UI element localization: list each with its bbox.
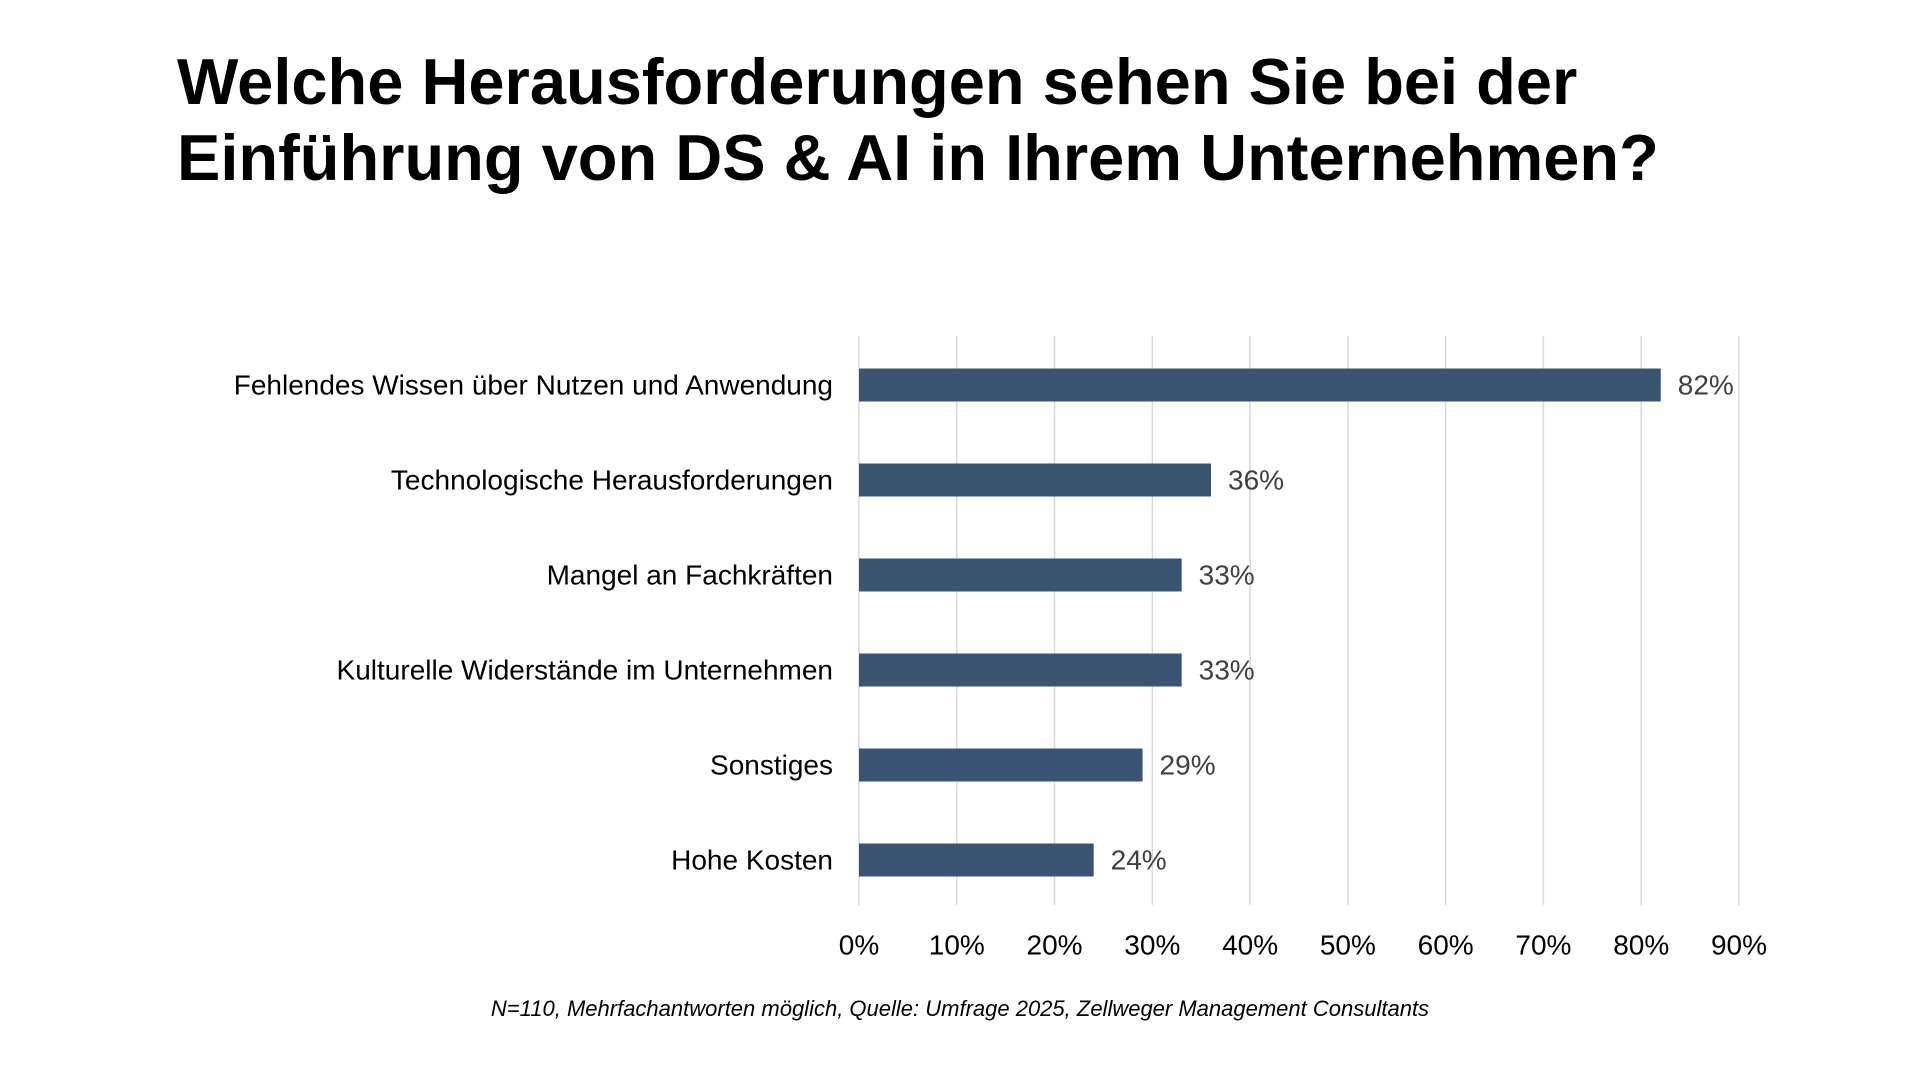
x-tick-label: 10%: [929, 930, 985, 961]
x-tick-label: 80%: [1613, 930, 1669, 961]
value-label: 33%: [1199, 560, 1255, 591]
value-label: 29%: [1160, 750, 1216, 781]
x-tick-label: 60%: [1418, 930, 1474, 961]
value-label: 33%: [1199, 655, 1255, 686]
bar: [859, 748, 1143, 782]
bar: [859, 463, 1211, 497]
category-label: Fehlendes Wissen über Nutzen und Anwendu…: [234, 370, 833, 401]
bar: [859, 843, 1094, 877]
category-labels: Fehlendes Wissen über Nutzen und Anwendu…: [234, 370, 833, 876]
x-tick-label: 50%: [1320, 930, 1376, 961]
bar: [859, 558, 1182, 592]
x-tick-label: 90%: [1711, 930, 1767, 961]
category-label: Hohe Kosten: [671, 845, 833, 876]
value-label: 82%: [1678, 370, 1734, 401]
x-axis-tick-labels: 0% 10% 20% 30% 40% 50% 60% 70% 80% 90%: [839, 930, 1767, 961]
value-labels: 82% 36% 33% 33% 29% 24%: [1111, 370, 1734, 876]
source-footnote: N=110, Mehrfachantworten möglich, Quelle…: [490, 996, 1430, 1021]
category-label: Technologische Herausforderungen: [391, 465, 833, 496]
value-label: 24%: [1111, 845, 1167, 876]
x-tick-label: 0%: [839, 930, 879, 961]
bars: [859, 368, 1661, 877]
value-label: 36%: [1228, 465, 1284, 496]
category-label: Kulturelle Widerstände im Unternehmen: [337, 655, 833, 686]
x-tick-label: 70%: [1515, 930, 1571, 961]
x-tick-label: 30%: [1124, 930, 1180, 961]
bar: [859, 368, 1661, 402]
x-tick-label: 40%: [1222, 930, 1278, 961]
category-label: Mangel an Fachkräften: [547, 560, 833, 591]
bar: [859, 653, 1182, 687]
gridlines: [858, 336, 1740, 905]
category-label: Sonstiges: [710, 750, 833, 781]
chart-title: Welche Herausforderungen sehen Sie bei d…: [177, 45, 1659, 194]
x-tick-label: 20%: [1027, 930, 1083, 961]
